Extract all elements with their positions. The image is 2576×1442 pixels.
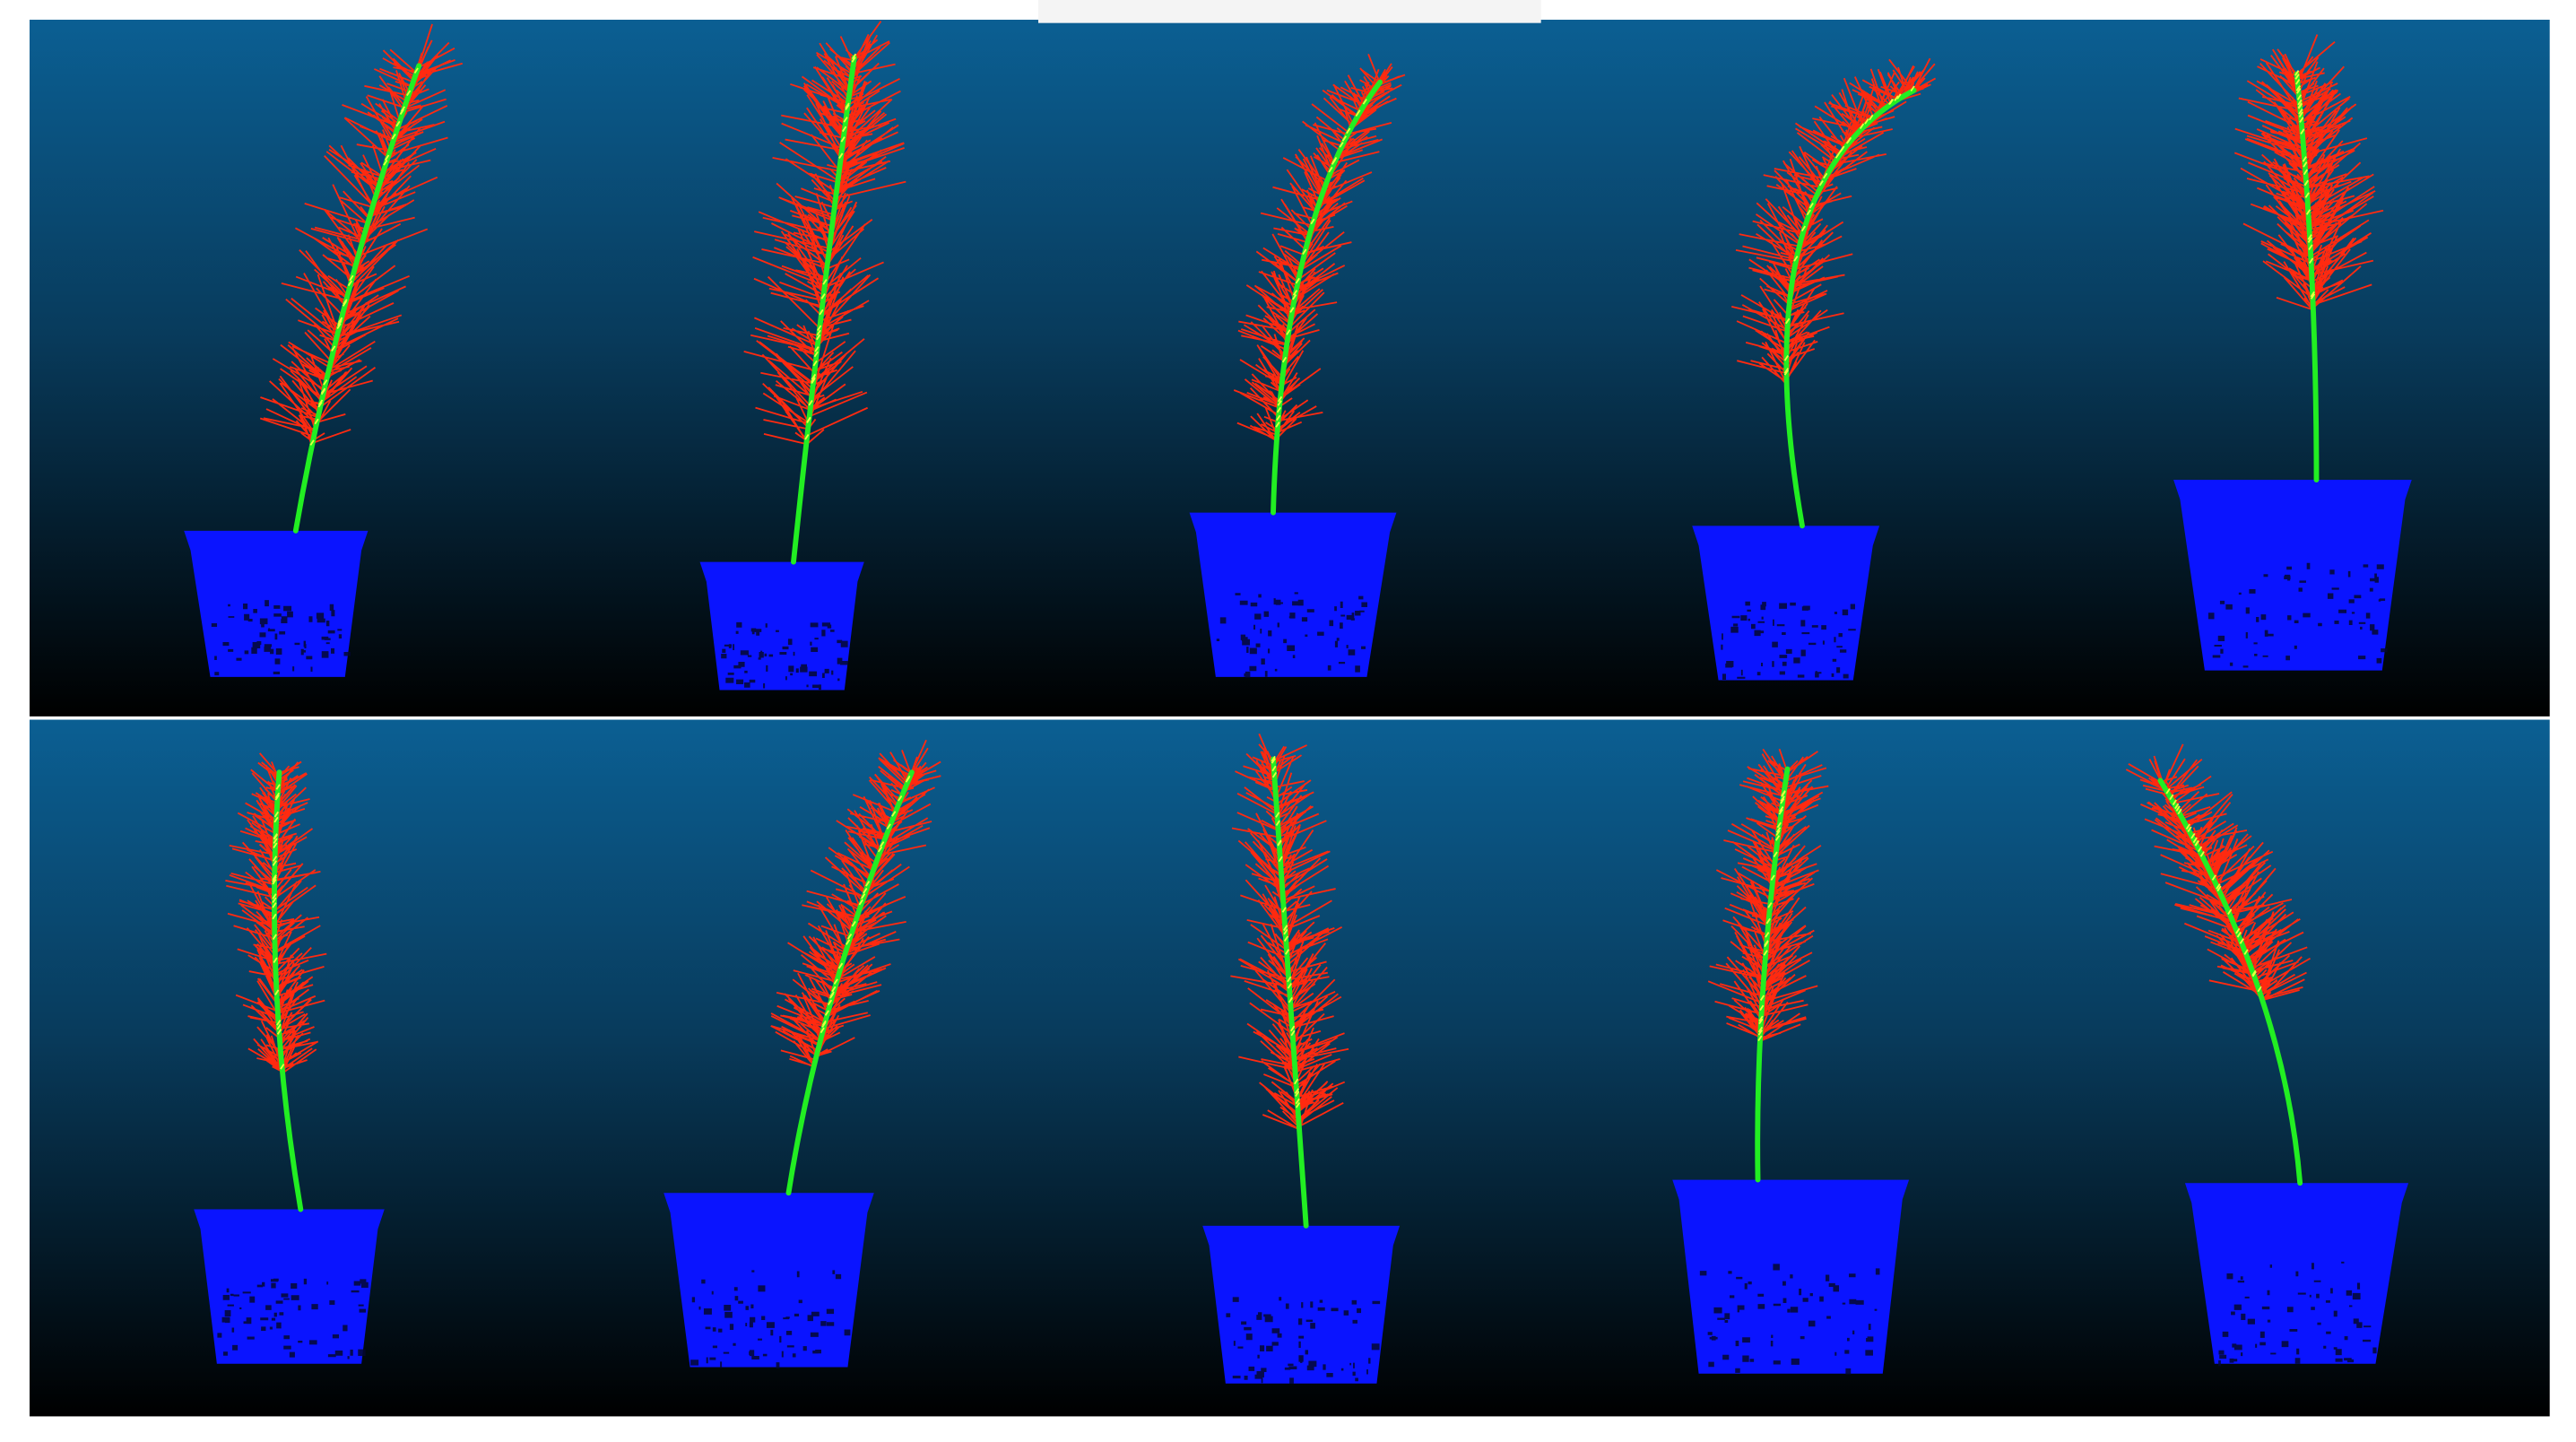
foliage (743, 21, 906, 446)
stem (1783, 87, 1917, 529)
stem (2294, 71, 2320, 482)
pot (699, 561, 864, 691)
pot (664, 1193, 874, 1368)
foliage (1707, 748, 1829, 1042)
stem (272, 769, 304, 1212)
pot-speckles (690, 1270, 851, 1368)
pot-speckles (721, 621, 848, 691)
pot-speckles (1699, 1264, 1880, 1375)
stem-highlight (309, 67, 419, 446)
foliage (1230, 733, 1349, 1131)
stem-highlight (820, 775, 911, 1034)
foliage (2233, 34, 2384, 312)
foliage (259, 23, 464, 447)
pot (1189, 512, 1397, 677)
stem-highlight (1275, 99, 1367, 428)
stem (1271, 79, 1383, 516)
foliage (1233, 53, 1406, 443)
stem (785, 769, 915, 1196)
pot-speckles (211, 600, 351, 676)
stem-highlight (1271, 755, 1301, 1108)
pot-speckles (217, 1278, 369, 1359)
pot (184, 530, 369, 677)
stem (791, 55, 857, 565)
stem (292, 63, 422, 534)
stem-highlight (2165, 787, 2262, 993)
stem-highlight (804, 53, 857, 440)
stem-highlight (1783, 85, 1915, 376)
pot (194, 1209, 385, 1364)
stem-highlight (2294, 70, 2316, 300)
top-strip (1037, 0, 1541, 23)
stem-highlight (1757, 790, 1786, 1042)
plants (184, 21, 2412, 1384)
stem-highlight (272, 784, 285, 1070)
stem (1271, 756, 1309, 1229)
